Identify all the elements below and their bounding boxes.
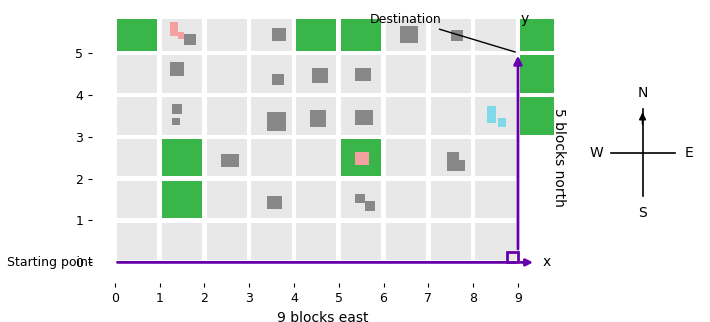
Text: Starting point: Starting point xyxy=(6,256,92,269)
Bar xyxy=(117,13,158,51)
Bar xyxy=(447,161,457,171)
FancyBboxPatch shape xyxy=(207,97,247,135)
Bar xyxy=(170,62,184,76)
Bar xyxy=(268,196,282,209)
FancyBboxPatch shape xyxy=(251,181,292,218)
FancyBboxPatch shape xyxy=(296,139,337,176)
FancyBboxPatch shape xyxy=(117,55,158,93)
Bar xyxy=(271,74,283,85)
Bar xyxy=(341,13,381,51)
FancyBboxPatch shape xyxy=(251,223,292,260)
FancyBboxPatch shape xyxy=(476,13,515,51)
FancyBboxPatch shape xyxy=(341,97,381,135)
FancyBboxPatch shape xyxy=(162,97,202,135)
FancyBboxPatch shape xyxy=(341,181,381,218)
FancyBboxPatch shape xyxy=(341,223,381,260)
FancyBboxPatch shape xyxy=(207,181,247,218)
Bar xyxy=(355,152,369,165)
FancyBboxPatch shape xyxy=(117,13,158,51)
FancyBboxPatch shape xyxy=(162,139,202,176)
Bar xyxy=(221,154,239,167)
FancyBboxPatch shape xyxy=(430,13,471,51)
Bar xyxy=(310,110,327,127)
FancyBboxPatch shape xyxy=(162,55,202,93)
FancyBboxPatch shape xyxy=(476,55,515,93)
Bar xyxy=(453,159,465,171)
FancyBboxPatch shape xyxy=(341,13,381,51)
FancyBboxPatch shape xyxy=(251,55,292,93)
Text: x: x xyxy=(542,255,551,270)
FancyBboxPatch shape xyxy=(251,139,292,176)
FancyBboxPatch shape xyxy=(430,55,471,93)
Bar xyxy=(312,68,329,83)
FancyBboxPatch shape xyxy=(207,139,247,176)
Bar xyxy=(172,104,182,114)
FancyBboxPatch shape xyxy=(296,181,337,218)
Bar xyxy=(400,26,418,43)
Bar xyxy=(178,32,184,39)
Text: N: N xyxy=(638,86,648,99)
FancyBboxPatch shape xyxy=(476,97,515,135)
Bar xyxy=(162,139,202,176)
FancyBboxPatch shape xyxy=(430,97,471,135)
Bar xyxy=(355,68,371,81)
Bar xyxy=(162,181,202,218)
Text: y: y xyxy=(520,12,528,26)
Bar xyxy=(520,55,560,93)
FancyBboxPatch shape xyxy=(386,55,426,93)
FancyBboxPatch shape xyxy=(430,181,471,218)
FancyBboxPatch shape xyxy=(117,139,158,176)
FancyBboxPatch shape xyxy=(117,181,158,218)
FancyBboxPatch shape xyxy=(476,181,515,218)
Bar xyxy=(296,13,337,51)
Bar xyxy=(447,152,459,163)
FancyBboxPatch shape xyxy=(117,223,158,260)
FancyBboxPatch shape xyxy=(476,223,515,260)
FancyBboxPatch shape xyxy=(296,97,337,135)
FancyBboxPatch shape xyxy=(341,55,381,93)
Text: Destination: Destination xyxy=(370,13,515,52)
Bar xyxy=(355,110,373,125)
Bar xyxy=(520,13,560,51)
Text: S: S xyxy=(638,206,647,220)
FancyBboxPatch shape xyxy=(476,139,515,176)
FancyBboxPatch shape xyxy=(430,139,471,176)
Bar xyxy=(170,23,178,36)
FancyBboxPatch shape xyxy=(117,97,158,135)
Bar xyxy=(172,118,180,125)
Bar xyxy=(365,202,376,211)
Bar xyxy=(451,30,463,41)
FancyBboxPatch shape xyxy=(207,55,247,93)
Text: 5 blocks north: 5 blocks north xyxy=(552,108,566,207)
FancyBboxPatch shape xyxy=(162,13,202,51)
FancyBboxPatch shape xyxy=(386,181,426,218)
Bar xyxy=(488,106,496,123)
FancyBboxPatch shape xyxy=(386,223,426,260)
FancyBboxPatch shape xyxy=(162,223,202,260)
FancyBboxPatch shape xyxy=(207,223,247,260)
FancyBboxPatch shape xyxy=(386,97,426,135)
FancyBboxPatch shape xyxy=(296,223,337,260)
Bar xyxy=(498,118,506,127)
Bar xyxy=(507,252,518,262)
FancyBboxPatch shape xyxy=(296,13,337,51)
FancyBboxPatch shape xyxy=(162,181,202,218)
FancyBboxPatch shape xyxy=(207,13,247,51)
FancyBboxPatch shape xyxy=(251,97,292,135)
Bar xyxy=(520,97,560,135)
Bar xyxy=(355,194,365,203)
FancyBboxPatch shape xyxy=(386,13,426,51)
FancyBboxPatch shape xyxy=(386,139,426,176)
Bar xyxy=(184,34,196,45)
Text: W: W xyxy=(589,146,604,160)
FancyBboxPatch shape xyxy=(341,139,381,176)
FancyBboxPatch shape xyxy=(296,55,337,93)
FancyBboxPatch shape xyxy=(430,223,471,260)
Bar xyxy=(268,112,285,131)
X-axis label: 9 blocks east: 9 blocks east xyxy=(278,311,368,322)
FancyBboxPatch shape xyxy=(251,13,292,51)
Bar xyxy=(271,28,285,41)
Bar xyxy=(341,139,381,176)
Text: E: E xyxy=(684,146,693,160)
